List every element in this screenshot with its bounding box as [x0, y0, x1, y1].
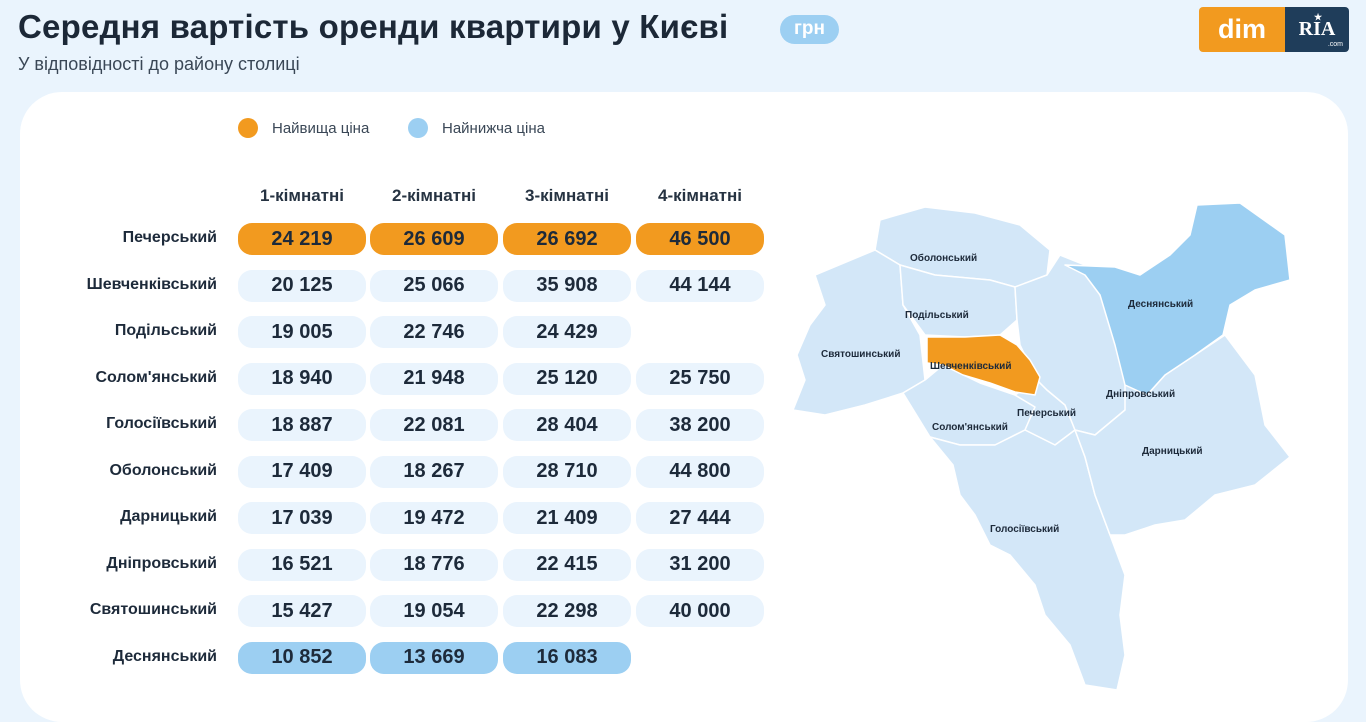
district-label: Шевченківський	[86, 275, 217, 293]
district-shevchenkivskyi-shape	[926, 334, 1041, 396]
district-label: Голосіївський	[106, 415, 217, 432]
column-header: 2-кімнатні	[392, 186, 476, 205]
price-cell: 15 427	[238, 595, 366, 627]
price-cell: 21 948	[370, 362, 498, 395]
price-cell: 38 200	[636, 409, 764, 441]
price-cell: 35 908	[503, 269, 631, 302]
map-label-obolonskyi: Оболонський	[910, 252, 977, 264]
price-cell: 31 200	[636, 548, 764, 581]
price-cell: 28 710	[503, 455, 631, 488]
map-label-holosiivskyi: Голосіївський	[990, 524, 1059, 535]
district-label: Оболонський	[109, 461, 217, 479]
column-header: 3-кімнатні	[525, 186, 609, 205]
legend-lowest: Найнижча ціна	[408, 118, 545, 138]
district-holosiivskyi-shape	[929, 429, 1126, 691]
district-podilskyi-shape	[899, 264, 1018, 338]
price-cell: 26 692	[503, 223, 631, 255]
price-cell: 16 521	[238, 548, 366, 581]
price-cell: 25 120	[503, 362, 631, 395]
legend-highest: Найвища ціна	[238, 118, 369, 138]
district-desnianskyi-shape	[1064, 202, 1291, 396]
district-label: Деснянський	[112, 647, 217, 665]
price-cell: 19 054	[370, 595, 498, 627]
price-cell: 25 750	[636, 362, 764, 395]
price-cell: 20 125	[238, 269, 366, 302]
district-label: Подільський	[114, 322, 217, 339]
price-cell: 13 669	[370, 641, 498, 674]
page-subtitle: У відповідності до району столиці	[18, 54, 300, 74]
price-cell: 26 609	[370, 223, 498, 255]
highest-dot-icon	[238, 118, 258, 138]
price-cell: 44 144	[636, 269, 764, 302]
district-label: Печерський	[122, 229, 217, 246]
legend-highest-label: Найвища ціна	[272, 119, 370, 137]
ria-logo-suffix: .com	[1327, 41, 1343, 48]
column-header: 1-кімнатні	[260, 186, 344, 205]
lowest-dot-icon	[408, 118, 428, 138]
price-cell: 27 444	[636, 502, 764, 534]
price-cell: 10 852	[238, 641, 366, 674]
map-label-solomianskyi: Солом'янський	[932, 422, 1008, 433]
map-label-sviatoshynskyi: Святошинський	[821, 349, 900, 360]
price-cell: 18 887	[238, 409, 366, 441]
price-cell: 18 776	[370, 548, 498, 581]
district-label: Солом'янський	[95, 368, 218, 386]
price-cell: 21 409	[503, 502, 631, 534]
district-label: Святошинський	[89, 601, 217, 618]
ria-logo-text: RIA	[1298, 18, 1336, 40]
price-cell: 17 039	[238, 502, 366, 534]
star-icon: ★	[1314, 12, 1323, 22]
map-label-shevchenkivskyi: Шевченківський	[930, 361, 1011, 372]
price-cell: 25 066	[370, 269, 498, 302]
ria-logo: ★ RIA .com	[1285, 7, 1349, 52]
legend-lowest-label: Найнижча ціна	[442, 119, 545, 137]
price-cell: 22 415	[503, 548, 631, 581]
kyiv-district-map: Оболонський Подільський Святошинський Ше…	[792, 202, 1291, 691]
district-label: Дніпровський	[106, 554, 217, 572]
price-cell: 28 404	[503, 409, 631, 441]
price-cell: 46 500	[636, 223, 764, 255]
price-cell: 44 800	[636, 455, 764, 488]
price-cell: 18 940	[238, 362, 366, 395]
map-label-podilskyi: Подільський	[905, 310, 969, 321]
price-cell: 18 267	[370, 455, 498, 488]
district-label: Дарницький	[120, 508, 217, 525]
price-cell: 17 409	[238, 455, 366, 488]
price-cell: 22 081	[370, 409, 498, 441]
map-label-desnianskyi: Деснянський	[1128, 299, 1193, 310]
price-cell: 22 298	[503, 595, 631, 627]
price-cell: 40 000	[636, 595, 764, 627]
map-label-darnytskyi: Дарницький	[1142, 446, 1203, 457]
price-cell: 24 429	[503, 316, 631, 348]
page-title: Середня вартість оренди квартири у Києві	[18, 8, 729, 45]
unit-badge: грн	[780, 15, 839, 44]
price-cell: 22 746	[370, 316, 498, 348]
price-cell: 19 472	[370, 502, 498, 534]
map-label-pecherskyi: Печерський	[1017, 408, 1076, 419]
map-label-dniprovskyi: Дніпровський	[1106, 389, 1175, 400]
price-cell: 16 083	[503, 641, 631, 674]
column-header: 4-кімнатні	[658, 186, 742, 205]
price-cell: 24 219	[238, 223, 366, 255]
dim-logo: dim	[1199, 7, 1285, 52]
price-cell: 19 005	[238, 316, 366, 348]
